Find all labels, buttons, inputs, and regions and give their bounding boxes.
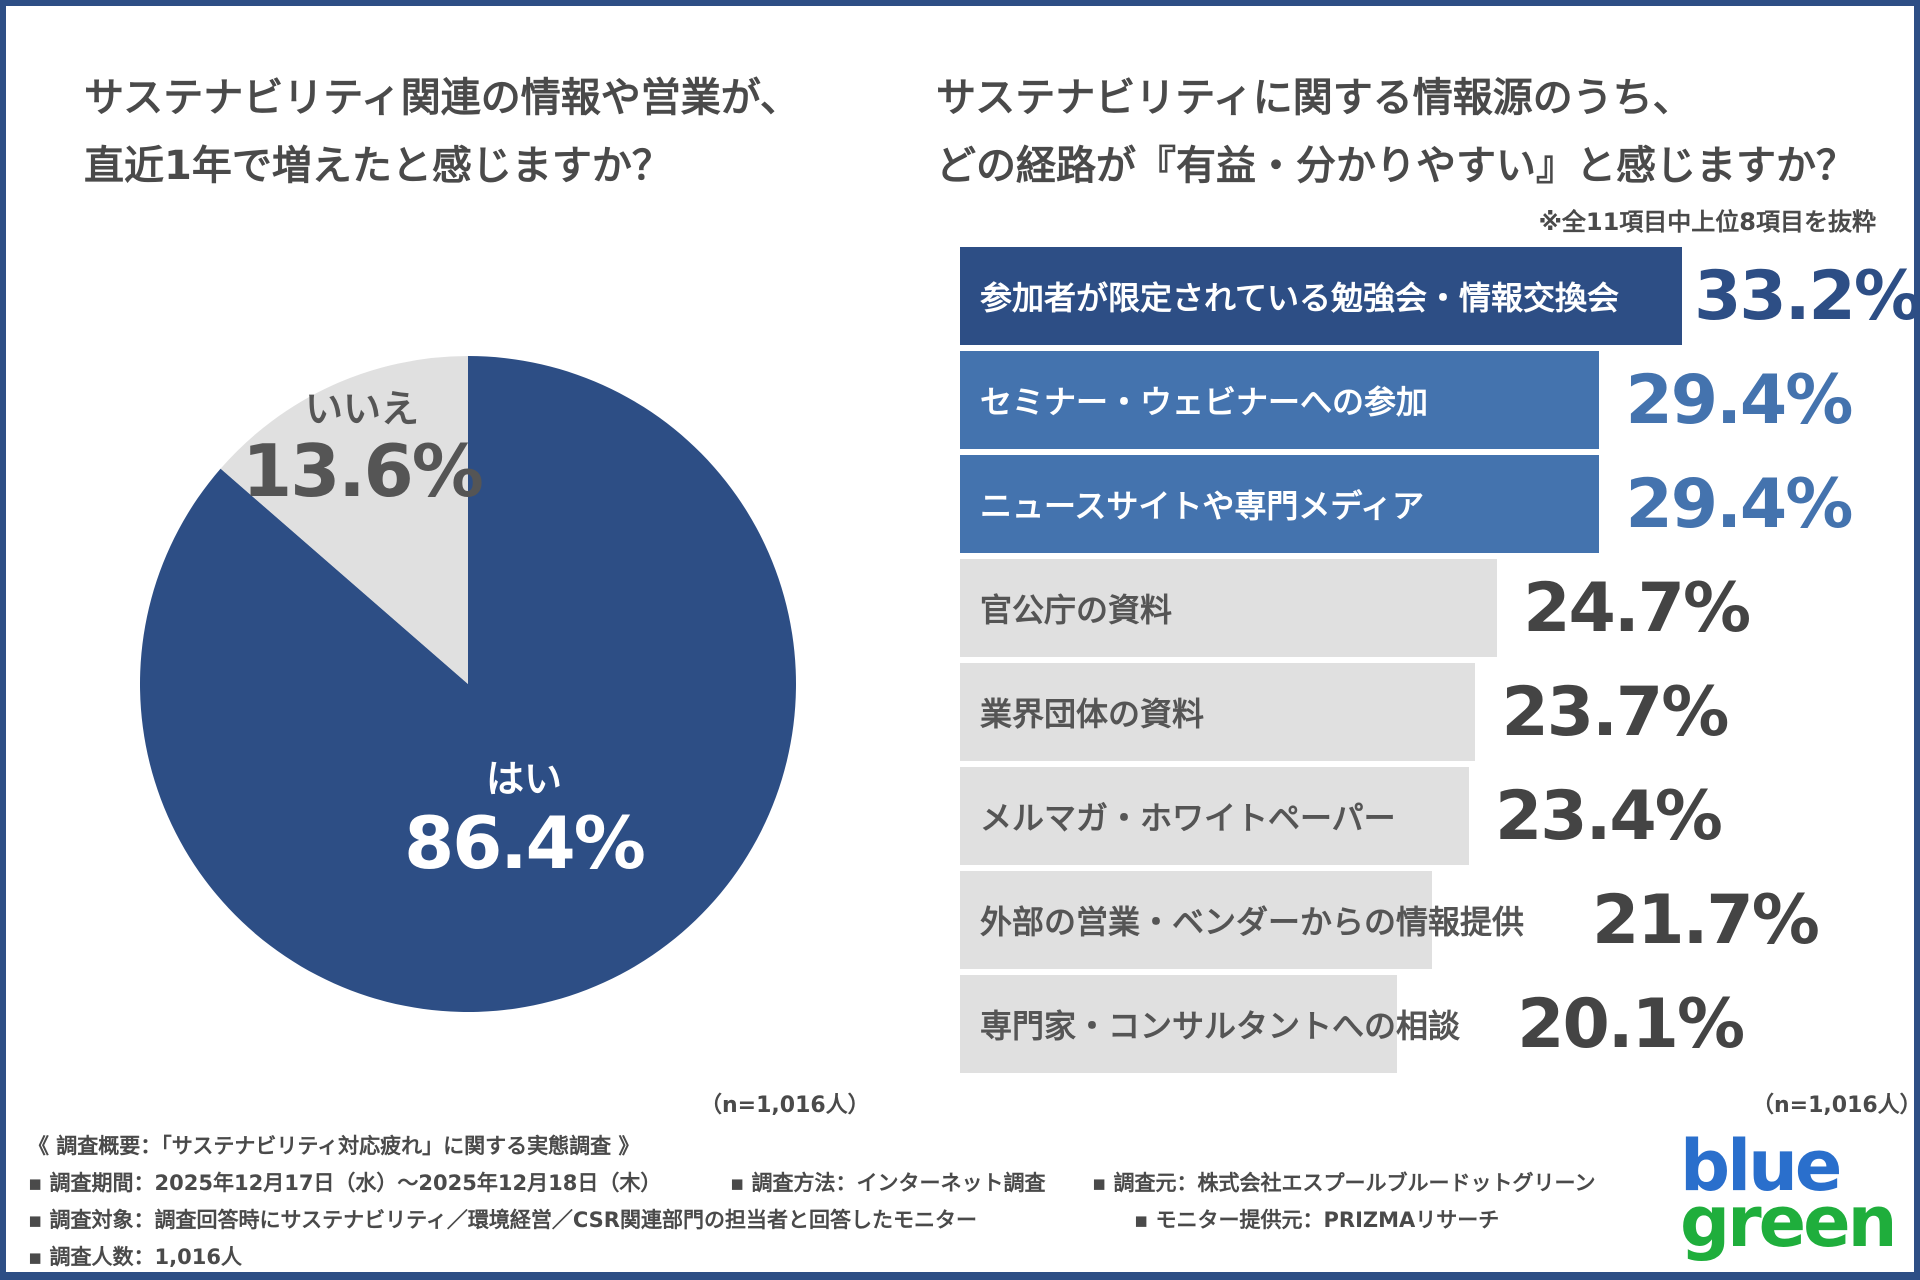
bluegreen-logo: blue green [1680,1125,1897,1263]
bar-0: 参加者が限定されている勉強会・情報交換会 33.2% [960,247,1920,345]
pie-chart [139,356,796,1012]
survey-target: ▪ 調査対象：調査回答時にサステナビリティ／環境経営／CSR関連部門の担当者と回… [28,1208,977,1232]
bar-6: 外部の営業・ベンダーからの情報提供 21.7% [960,871,1820,969]
bar-note: ※全11項目中上位8項目を抜粋 [1538,208,1876,236]
survey-heading: 《 調査概要：「サステナビリティ対応疲れ」に関する実態調査 》 [28,1134,640,1158]
bar-value-label: 29.4% [1625,360,1853,440]
bar-category-label: セミナー・ウェビナーへの参加 [980,383,1429,421]
bar-5: メルマガ・ホワイトペーパー 23.4% [960,767,1723,865]
survey-period: ▪ 調査期間：2025年12月17日（水）～2025年12月18日（木） [28,1171,662,1195]
pie-slice-0 [139,356,796,1012]
bar-4: 業界団体の資料 23.7% [960,663,1729,761]
bar-value-label: 20.1% [1517,984,1745,1064]
bar-category-label: 業界団体の資料 [980,695,1205,733]
bar-value-label: 24.7% [1523,568,1751,648]
bar-2: ニュースサイトや専門メディア 29.4% [960,455,1853,553]
logo-blue: blue [1680,1125,1842,1207]
bar-category-label: 専門家・コンサルタントへの相談 [980,1007,1461,1045]
pie-label-no-value: 13.6% [242,429,484,513]
pie-label-no: いいえ 13.6% [242,378,484,513]
survey-method: ▪ 調査方法：インターネット調査 [730,1171,1046,1195]
bar-title: サステナビリティに関する情報源のうち、 どの経路が『有益・分かりやすい』と感じま… [936,75,1856,189]
bar-category-label: ニュースサイトや専門メディア [980,487,1425,525]
survey-provider: ▪ モニター提供元：PRIZMAリサーチ [1134,1208,1500,1232]
bar-sample-size: （n=1,016人） [1752,1093,1920,1118]
bar-category-label: 参加者が限定されている勉強会・情報交換会 [980,279,1620,317]
pie-label-yes-value: 86.4% [404,801,646,885]
pie-slice-1 [220,356,468,684]
survey-source: ▪ 調査元：株式会社エスプールブルードットグリーン [1092,1171,1596,1195]
bar-value-label: 33.2% [1694,256,1920,336]
pie-label-no-text: いいえ [304,387,420,431]
bar-1: セミナー・ウェビナーへの参加 29.4% [960,351,1853,449]
bar-category-label: メルマガ・ホワイトペーパー [980,799,1396,837]
bar-7: 専門家・コンサルタントへの相談 20.1% [960,975,1745,1073]
pie-title: サステナビリティ関連の情報や営業が、 直近1年で増えたと感じますか？ [84,75,800,189]
bar-value-label: 21.7% [1591,880,1820,960]
bar-category-label: 官公庁の資料 [980,591,1173,629]
bar-category-label: 外部の営業・ベンダーからの情報提供 [980,903,1525,941]
pie-sample-size: （n=1,016人） [700,1093,870,1118]
survey-count: ▪ 調査人数：1,016人 [28,1245,242,1269]
bar-3: 官公庁の資料 24.7% [960,559,1751,657]
pie-label-yes-text: はい [485,757,563,801]
bar-value-label: 23.4% [1494,776,1723,856]
bar-value-label: 23.7% [1501,672,1729,752]
logo-green: green [1680,1181,1897,1263]
bar-value-label: 29.4% [1625,464,1853,544]
pie-label-yes: はい 86.4% [404,748,646,885]
